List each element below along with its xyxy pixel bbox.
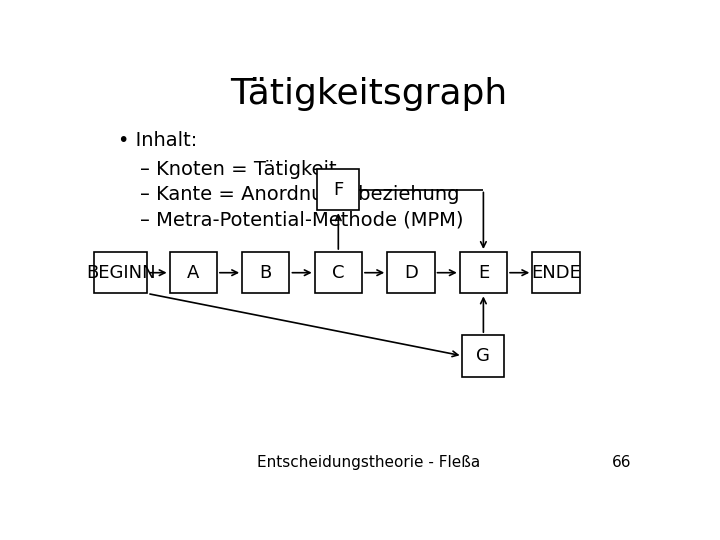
Text: 66: 66 [612, 455, 631, 470]
Text: – Kante = Anordnungsbeziehung: – Kante = Anordnungsbeziehung [140, 185, 460, 204]
FancyBboxPatch shape [459, 252, 507, 294]
FancyBboxPatch shape [315, 252, 362, 294]
Text: BEGINN: BEGINN [86, 264, 156, 282]
FancyBboxPatch shape [387, 252, 435, 294]
Text: ENDE: ENDE [531, 264, 581, 282]
Text: Tätigkeitsgraph: Tätigkeitsgraph [230, 77, 508, 111]
FancyBboxPatch shape [318, 169, 359, 211]
Text: – Metra-Potential-Methode (MPM): – Metra-Potential-Methode (MPM) [140, 210, 464, 230]
Text: E: E [478, 264, 489, 282]
Text: G: G [477, 347, 490, 365]
FancyBboxPatch shape [169, 252, 217, 294]
FancyBboxPatch shape [94, 252, 147, 294]
Text: F: F [333, 180, 343, 199]
Text: – Knoten = Tätigkeit: – Knoten = Tätigkeit [140, 160, 337, 179]
Text: Entscheidungstheorie - Fleßa: Entscheidungstheorie - Fleßa [257, 455, 481, 470]
Text: C: C [332, 264, 345, 282]
FancyBboxPatch shape [462, 335, 504, 377]
FancyBboxPatch shape [242, 252, 289, 294]
Text: A: A [187, 264, 199, 282]
FancyBboxPatch shape [532, 252, 580, 294]
Text: D: D [404, 264, 418, 282]
Text: • Inhalt:: • Inhalt: [118, 131, 197, 150]
Text: B: B [260, 264, 272, 282]
